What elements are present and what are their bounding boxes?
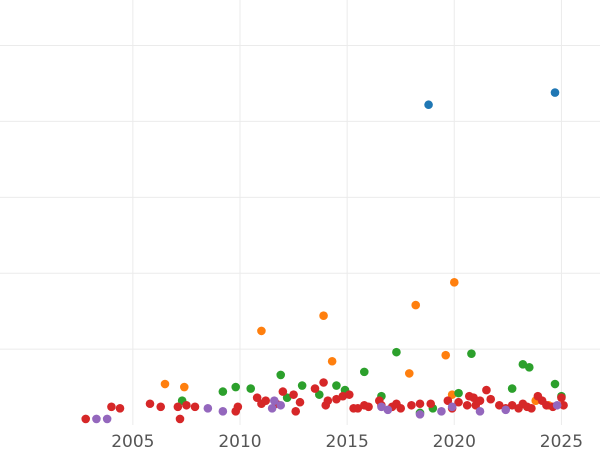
data-point — [297, 381, 307, 390]
data-point — [276, 370, 286, 380]
data-point — [332, 381, 341, 390]
data-point — [314, 390, 324, 399]
data-point — [344, 390, 354, 399]
data-point — [182, 400, 191, 410]
data-point — [557, 393, 566, 402]
data-point — [233, 402, 243, 412]
data-point — [261, 396, 271, 406]
data-point — [102, 414, 112, 424]
data-point — [319, 311, 328, 321]
data-point — [338, 391, 348, 401]
data-point — [507, 384, 517, 393]
data-point — [482, 385, 491, 395]
data-point — [289, 390, 298, 399]
data-point — [501, 405, 511, 415]
data-point — [542, 400, 551, 410]
data-points — [81, 88, 568, 424]
x-tick-label: 2015 — [326, 432, 369, 450]
data-point — [396, 404, 406, 413]
data-point — [175, 414, 185, 424]
data-point — [377, 402, 386, 412]
data-point — [392, 347, 401, 357]
data-point — [81, 414, 91, 424]
data-point — [231, 382, 241, 392]
data-point — [267, 404, 277, 413]
data-point — [447, 402, 457, 412]
data-point — [252, 393, 262, 402]
data-point — [218, 387, 228, 396]
data-point — [475, 407, 485, 416]
data-point — [160, 379, 170, 389]
data-point — [218, 407, 228, 416]
data-point — [441, 350, 451, 360]
data-point — [327, 356, 337, 366]
data-point — [462, 400, 472, 410]
data-point — [559, 400, 568, 410]
data-point — [550, 379, 560, 389]
data-point — [323, 396, 333, 406]
data-point — [404, 369, 414, 378]
data-point — [291, 407, 301, 416]
data-point — [486, 394, 496, 404]
data-point — [295, 397, 305, 407]
data-point — [524, 363, 534, 372]
data-point — [518, 359, 528, 369]
data-point — [276, 400, 286, 410]
data-point — [353, 404, 363, 413]
data-point — [447, 390, 457, 399]
data-point — [332, 394, 341, 404]
data-point — [469, 393, 478, 402]
data-point — [454, 388, 463, 398]
data-point — [507, 400, 517, 410]
data-point — [454, 397, 463, 407]
data-point — [426, 399, 436, 409]
data-point — [359, 367, 369, 377]
data-point — [107, 402, 116, 412]
data-point — [383, 405, 393, 415]
data-point — [449, 278, 459, 287]
data-point — [173, 402, 183, 412]
data-point — [190, 402, 200, 412]
grid-lines — [0, 0, 600, 425]
data-point — [527, 404, 536, 413]
data-point — [203, 404, 213, 413]
data-point — [415, 410, 425, 419]
data-point — [145, 399, 155, 409]
data-point — [424, 100, 433, 110]
data-point — [278, 387, 288, 396]
data-point — [550, 88, 560, 97]
data-point — [364, 402, 373, 412]
x-tick-label: 2020 — [433, 432, 476, 450]
data-point — [319, 378, 328, 387]
x-tick-label: 2005 — [111, 432, 154, 450]
data-point — [282, 393, 292, 402]
data-point — [407, 400, 416, 410]
data-point — [411, 300, 421, 310]
data-point — [494, 400, 504, 410]
x-tick-label: 2025 — [540, 432, 583, 450]
data-point — [552, 400, 562, 410]
data-point — [415, 399, 425, 409]
data-point — [115, 404, 125, 413]
x-tick-label: 2010 — [218, 432, 261, 450]
data-point — [467, 349, 476, 358]
data-point — [269, 396, 279, 406]
data-point — [475, 396, 485, 406]
data-point — [443, 396, 453, 406]
data-point — [179, 382, 189, 392]
data-point — [437, 407, 446, 416]
x-axis-tick-labels: 2005 2010 2015 2020 2025 — [111, 432, 583, 450]
data-point — [310, 384, 320, 393]
data-point — [257, 326, 266, 336]
data-point — [92, 414, 101, 424]
data-point — [156, 402, 166, 412]
data-point — [246, 384, 256, 393]
